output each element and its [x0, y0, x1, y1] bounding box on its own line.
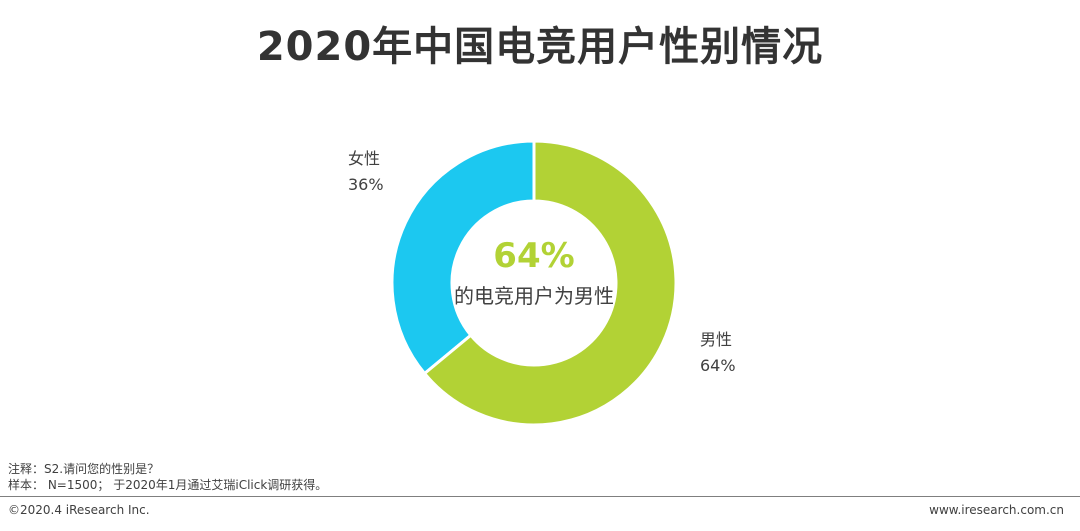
slice-label-male: 男性 64% [700, 327, 736, 379]
footer-copyright: ©2020.4 iResearch Inc. [8, 503, 150, 517]
chart-title: 2020年中国电竞用户性别情况 [256, 24, 824, 70]
note-sample: 样本： N=1500； 于2020年1月通过艾瑞iClick调研获得。 [8, 478, 328, 492]
notes: 注释：S2.请问您的性别是？ 样本： N=1500； 于2020年1月通过艾瑞i… [8, 461, 327, 493]
slice-name-male: 男性 [700, 330, 733, 349]
slice-male [422, 139, 678, 427]
slice-value-male: 64% [700, 356, 736, 375]
center-percentage: 64% [493, 236, 575, 276]
center-caption: 的电竞用户为男性 [454, 284, 614, 308]
slice-name-female: 女性 [348, 149, 381, 168]
slice-value-female: 36% [348, 175, 384, 194]
slice-female [390, 139, 536, 376]
slice-label-female: 女性 36% [348, 146, 384, 198]
footer-website: www.iresearch.com.cn [929, 503, 1064, 517]
note-question: 注释：S2.请问您的性别是？ [8, 462, 160, 476]
footer-divider [0, 496, 1080, 497]
